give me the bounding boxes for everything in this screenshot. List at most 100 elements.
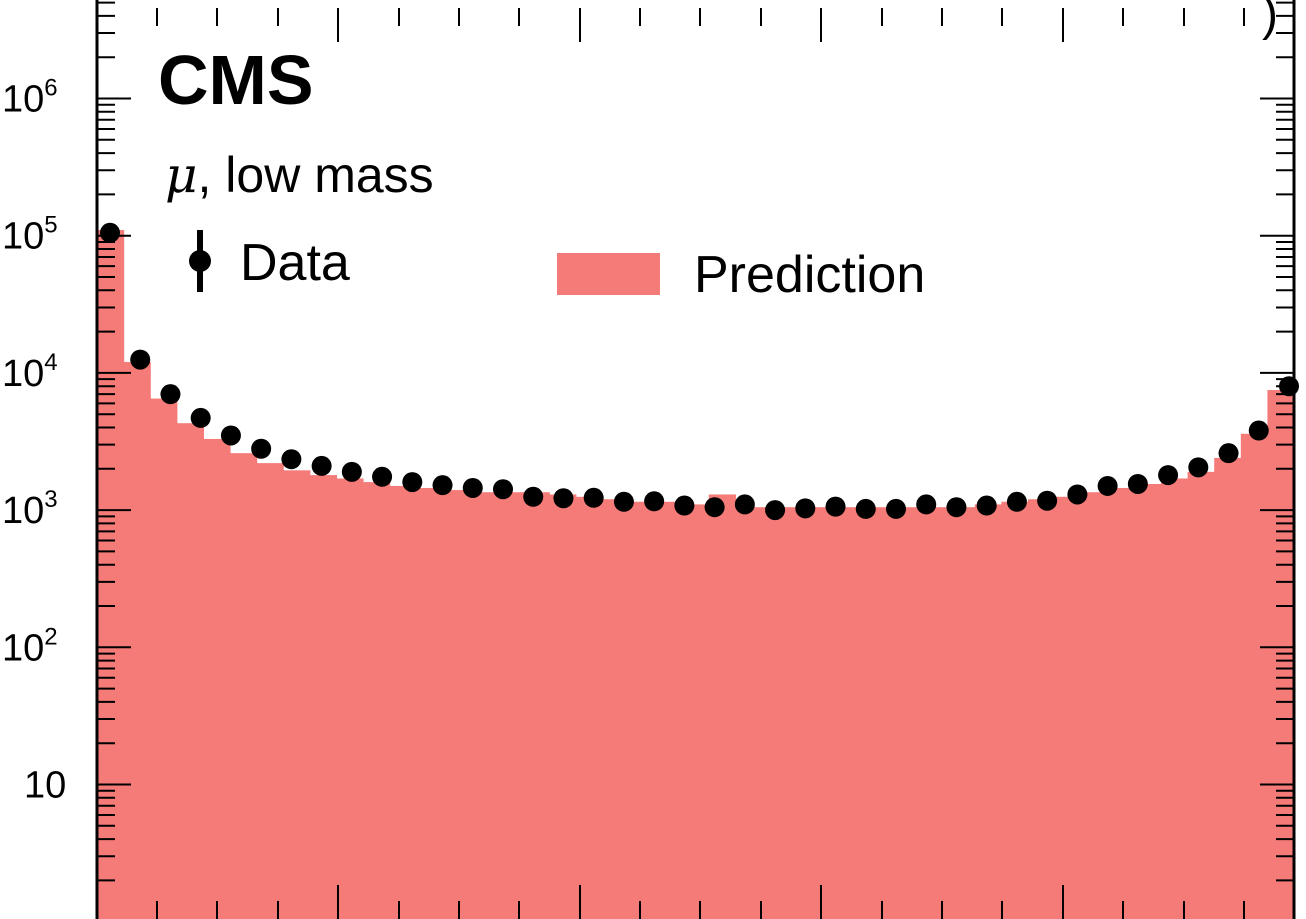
prediction-bin bbox=[948, 507, 976, 919]
y-tick-label: 104 bbox=[2, 349, 58, 395]
prediction-bin bbox=[815, 507, 843, 919]
prediction-bin bbox=[1081, 492, 1109, 919]
prediction-bin bbox=[442, 490, 470, 919]
prediction-bin bbox=[895, 507, 923, 919]
prediction-bin bbox=[150, 398, 178, 919]
data-point bbox=[886, 498, 906, 519]
data-point bbox=[795, 498, 816, 519]
prediction-bin bbox=[363, 482, 391, 919]
data-point bbox=[704, 497, 725, 518]
data-point bbox=[1188, 457, 1209, 478]
data-point bbox=[1006, 491, 1027, 512]
data-point bbox=[1158, 465, 1179, 486]
data-point bbox=[372, 466, 393, 487]
prediction-bin bbox=[389, 485, 417, 919]
legend-prediction-label: Prediction bbox=[694, 246, 925, 304]
y-tick-label: 105 bbox=[2, 212, 58, 258]
data-point bbox=[493, 479, 513, 500]
data-point bbox=[825, 496, 846, 517]
data-point bbox=[402, 472, 423, 493]
legend-data-label: Data bbox=[240, 234, 350, 292]
data-point bbox=[674, 495, 695, 516]
prediction-bin bbox=[123, 362, 151, 919]
y-tick-exponent: 6 bbox=[44, 75, 57, 102]
y-tick-base: 10 bbox=[2, 490, 44, 532]
y-tick-exponent: 4 bbox=[44, 349, 57, 376]
prediction-bin bbox=[1107, 487, 1135, 919]
prediction-bin bbox=[735, 507, 763, 919]
data-point bbox=[855, 498, 876, 519]
prediction-bin bbox=[309, 475, 337, 919]
data-point bbox=[946, 497, 967, 518]
data-point bbox=[341, 461, 362, 482]
data-point bbox=[220, 425, 241, 446]
prediction-bin bbox=[655, 501, 683, 919]
data-point bbox=[100, 222, 120, 243]
data-points bbox=[100, 222, 1299, 521]
data-point bbox=[1067, 484, 1088, 505]
data-point bbox=[281, 449, 302, 470]
prediction-bin bbox=[602, 499, 630, 919]
prediction-bin bbox=[522, 492, 550, 919]
y-tick-label: 102 bbox=[2, 623, 58, 669]
y-tick-label: 103 bbox=[2, 486, 58, 532]
data-point bbox=[583, 487, 604, 508]
data-point bbox=[553, 488, 574, 509]
prediction-bin bbox=[682, 504, 710, 919]
data-point bbox=[734, 494, 755, 515]
channel-text: , low mass bbox=[198, 147, 434, 203]
prediction-bin bbox=[230, 453, 258, 919]
prediction-bin bbox=[1214, 457, 1242, 919]
prediction-bin bbox=[575, 496, 603, 919]
y-tick-base: 10 bbox=[2, 353, 44, 395]
y-tick-base: 10 bbox=[2, 216, 44, 258]
corner-paren: ) bbox=[1262, 0, 1278, 41]
prediction-bin bbox=[416, 487, 444, 919]
data-point bbox=[311, 455, 332, 476]
prediction-bin bbox=[974, 504, 1002, 919]
data-point bbox=[1218, 443, 1239, 464]
prediction-bin bbox=[1134, 483, 1162, 919]
y-tick-exponent: 5 bbox=[44, 212, 57, 239]
prediction-bin bbox=[1054, 496, 1082, 919]
data-point bbox=[130, 349, 151, 370]
data-point bbox=[916, 494, 937, 515]
prediction-bin bbox=[629, 501, 657, 919]
prediction-bin bbox=[841, 507, 869, 919]
prediction-histogram bbox=[97, 230, 1295, 919]
data-point bbox=[613, 491, 634, 512]
axes-frame bbox=[95, 0, 1296, 919]
legend-data-marker bbox=[189, 250, 211, 272]
y-tick-base: 10 bbox=[24, 765, 66, 807]
prediction-bin bbox=[469, 492, 497, 919]
data-point bbox=[160, 384, 181, 405]
y-tick-exponent: 2 bbox=[44, 623, 57, 650]
data-point bbox=[432, 475, 453, 496]
data-point bbox=[1037, 490, 1058, 511]
data-point bbox=[190, 407, 211, 428]
prediction-bin bbox=[549, 494, 577, 919]
y-tick-label: 10 bbox=[24, 765, 66, 807]
prediction-bin bbox=[1240, 433, 1268, 919]
data-point bbox=[765, 500, 786, 521]
prediction-bin bbox=[1001, 501, 1029, 919]
prediction-bin bbox=[1187, 471, 1215, 919]
experiment-label: CMS bbox=[158, 41, 314, 119]
prediction-bin bbox=[1161, 478, 1189, 919]
legend: Data Prediction bbox=[189, 230, 925, 304]
y-tick-base: 10 bbox=[2, 627, 44, 669]
y-tick-base: 10 bbox=[2, 79, 44, 121]
prediction-bin bbox=[788, 507, 816, 919]
prediction-bin bbox=[708, 494, 736, 919]
prediction-bin bbox=[921, 507, 949, 919]
prediction-bin bbox=[762, 507, 790, 919]
channel-symbol: μ bbox=[165, 146, 198, 204]
data-point bbox=[1248, 420, 1269, 441]
data-point bbox=[976, 495, 997, 516]
prediction-bin bbox=[868, 507, 896, 919]
data-point bbox=[1097, 475, 1118, 496]
data-point bbox=[523, 486, 544, 507]
data-point bbox=[644, 491, 665, 512]
